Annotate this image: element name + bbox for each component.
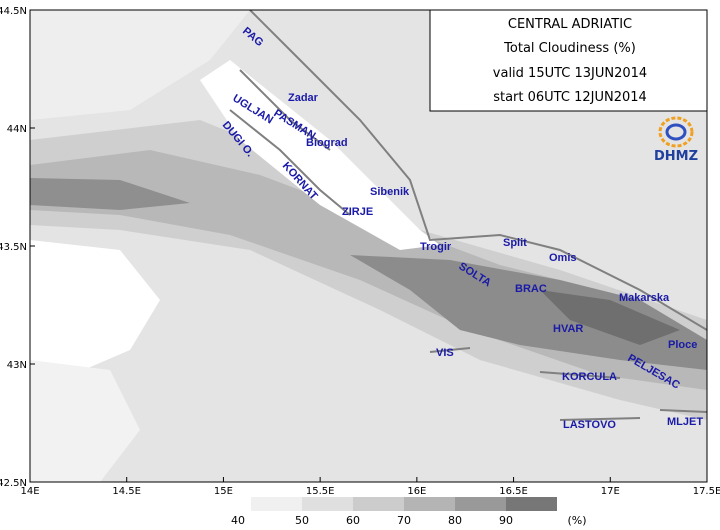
title: CENTRAL ADRIATIC xyxy=(508,17,632,32)
place-label: LASTOVO xyxy=(563,419,616,431)
place-label: Ploce xyxy=(668,339,697,351)
lon-label: 14E xyxy=(20,486,39,497)
lon-label: 17E xyxy=(601,486,620,497)
place-label: Omis xyxy=(549,252,577,264)
legend-label: 90 xyxy=(499,514,513,527)
legend-label: 80 xyxy=(448,514,462,527)
lon-label: 16E xyxy=(407,486,426,497)
legend-label: 40 xyxy=(231,514,245,527)
place-label: HVAR xyxy=(553,323,583,335)
place-label: MLJET xyxy=(667,416,703,428)
lat-label: 44N xyxy=(7,124,27,135)
start-time: start 06UTC 12JUN2014 xyxy=(493,90,647,105)
lat-label: 43N xyxy=(7,360,27,371)
legend-swatch xyxy=(455,497,506,511)
legend-swatch xyxy=(353,497,404,511)
logo: DHMZ xyxy=(654,116,698,164)
subtitle: Total Cloudiness (%) xyxy=(503,41,636,56)
title-box xyxy=(429,9,708,112)
legend-label: 60 xyxy=(346,514,360,527)
place-label: Trogir xyxy=(420,241,452,253)
place-label: Zadar xyxy=(288,92,319,104)
legend-label: 70 xyxy=(397,514,411,527)
legend-swatch xyxy=(506,497,557,511)
place-label: VIS xyxy=(436,347,454,359)
valid-time: valid 15UTC 13JUN2014 xyxy=(493,66,647,81)
lon-label: 15E xyxy=(214,486,233,497)
lon-label: 17.5E xyxy=(693,486,720,497)
place-label: Split xyxy=(503,237,527,249)
place-label: Biograd xyxy=(306,137,348,149)
legend-unit: (%) xyxy=(567,514,586,527)
lat-label: 43.5N xyxy=(0,242,27,253)
legend-swatch xyxy=(251,497,302,511)
lon-label: 15.5E xyxy=(306,486,335,497)
lon-label: 14.5E xyxy=(112,486,141,497)
legend-label: 50 xyxy=(295,514,309,527)
place-label: KORCULA xyxy=(562,371,617,383)
legend-swatch xyxy=(404,497,455,511)
logo-text: DHMZ xyxy=(654,149,698,164)
legend-swatch xyxy=(302,497,353,511)
legend-swatch xyxy=(200,497,251,511)
place-label: Makarska xyxy=(619,292,670,304)
place-label: BRAC xyxy=(515,283,547,295)
place-label: Sibenik xyxy=(370,186,410,198)
place-label: ZIRJE xyxy=(342,206,373,218)
lat-label: 42.5N xyxy=(0,478,27,489)
lon-label: 16.5E xyxy=(499,486,528,497)
lat-label: 44.5N xyxy=(0,6,27,17)
